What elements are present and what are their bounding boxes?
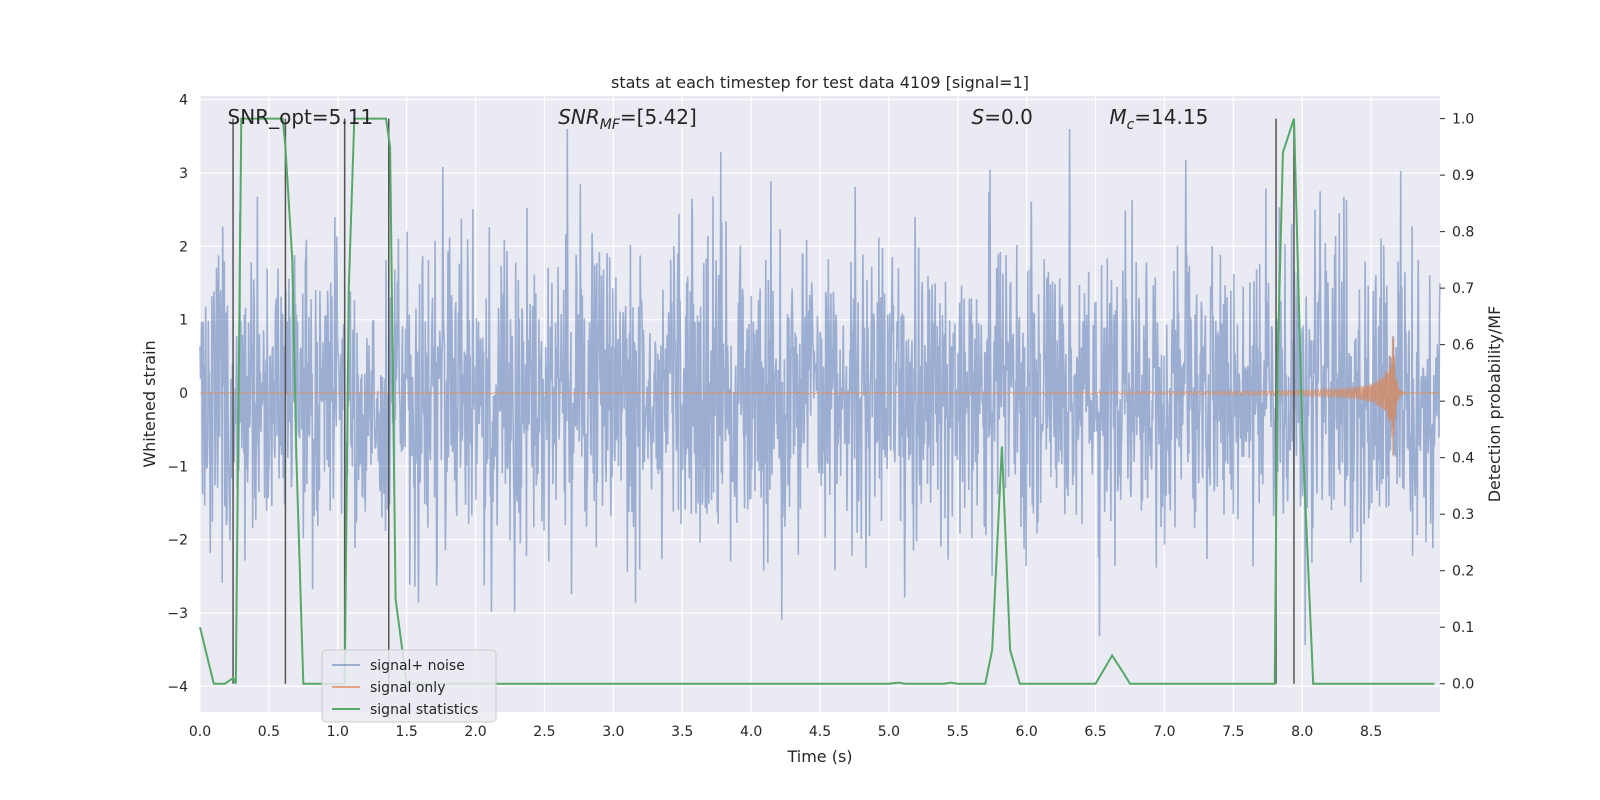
y-right-tick-label: 0.4: [1452, 451, 1474, 467]
legend-entry: signal+ noise: [370, 658, 465, 674]
legend-entry: signal statistics: [370, 702, 478, 718]
noise-line: [199, 128, 1441, 646]
x-tick-label: 4.0: [740, 724, 762, 740]
y-right-tick-label: 0.1: [1452, 620, 1474, 636]
y-tick-label: 4: [179, 93, 188, 109]
x-tick-label: 2.5: [533, 724, 555, 740]
y-tick-label: 3: [179, 166, 188, 182]
signal-series: [199, 336, 1440, 457]
annotation: Mc=14.15: [1109, 105, 1208, 133]
x-tick-label: 7.0: [1153, 724, 1175, 740]
x-tick-label: 3.0: [602, 724, 624, 740]
x-tick-label: 1.5: [396, 724, 418, 740]
legend-entry: signal only: [370, 680, 445, 696]
signal-line: [199, 336, 1440, 457]
y-tick-label: 1: [179, 313, 188, 329]
x-tick-label: 4.5: [809, 724, 831, 740]
x-axis-label: Time (s): [786, 747, 852, 766]
x-axis-ticks: 0.0 0.5 1.0 1.5 2.0 2.5 3.0 3.5 4.0 4.5 5.0 5.5 6.0 6…: [189, 724, 1382, 740]
y-right-tick-label: 0.2: [1452, 564, 1474, 580]
annotations: SNR_opt=5.11 SNRMF=[5.42] S=0.0 Mc=14.15: [228, 105, 1209, 133]
x-tick-label: 6.5: [1084, 724, 1106, 740]
x-tick-label: 6.0: [1016, 724, 1038, 740]
x-tick-label: 8.5: [1360, 724, 1382, 740]
y-right-tick-label: 0.0: [1452, 677, 1474, 693]
x-tick-label: 0.5: [258, 724, 280, 740]
y-right-tick-label: 1.0: [1452, 112, 1474, 128]
x-tick-label: 5.5: [947, 724, 969, 740]
y-tick-label: −2: [167, 533, 188, 549]
x-tick-label: 8.0: [1291, 724, 1313, 740]
y-right-axis-label: Detection probability/MF: [1485, 306, 1504, 503]
y-tick-label: −1: [167, 459, 188, 475]
y-right-tick-label: 0.6: [1452, 338, 1474, 354]
y-right-tick-label: 0.8: [1452, 225, 1474, 241]
x-tick-label: 7.5: [1222, 724, 1244, 740]
annotation: S=0.0: [972, 105, 1033, 129]
y-right-tick-label: 0.3: [1452, 507, 1474, 523]
x-tick-label: 2.0: [464, 724, 486, 740]
legend: signal+ noise signal only signal statistic…: [321, 649, 497, 723]
stats-series: [199, 117, 1435, 685]
legend-box: [321, 649, 497, 723]
y-right-tick-label: 0.5: [1452, 394, 1474, 410]
y-axis-ticks: 4 3 2 1 0 −1 −2 −3 −4: [167, 93, 188, 696]
stats-line: [199, 117, 1435, 685]
annotation: SNR_opt=5.11: [228, 105, 374, 129]
chart-title: stats at each timestep for test data 410…: [611, 73, 1029, 92]
annotation: SNRMF=[5.42]: [558, 105, 697, 133]
y-tick-label: 0: [179, 386, 188, 402]
noise-series: [199, 128, 1441, 646]
x-tick-label: 0.0: [189, 724, 211, 740]
y-tick-label: 2: [179, 239, 188, 255]
x-tick-label: 3.5: [671, 724, 693, 740]
x-tick-label: 5.0: [878, 724, 900, 740]
y-right-axis-ticks: 1.0 0.9 0.8 0.7 0.6 0.5 0.4 0.3 0.2 0.1 0.0: [1440, 112, 1474, 693]
y-right-tick-label: 0.9: [1452, 168, 1474, 184]
x-tick-label: 1.0: [327, 724, 349, 740]
y-axis-label: Whitened strain: [140, 340, 159, 467]
y-right-tick-label: 0.7: [1452, 281, 1474, 297]
y-tick-label: −3: [167, 606, 188, 622]
y-tick-label: −4: [167, 679, 188, 695]
